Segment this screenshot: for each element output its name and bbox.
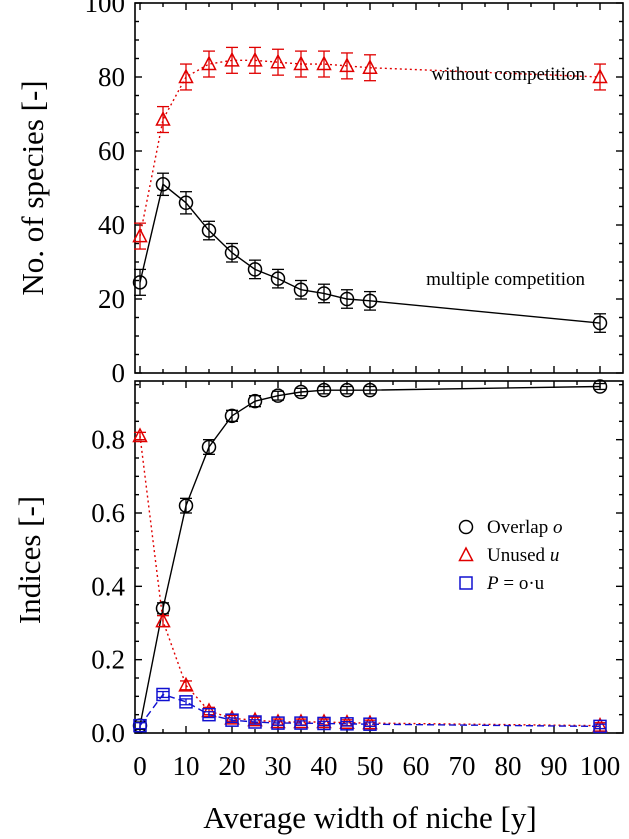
point-without bbox=[247, 51, 263, 67]
x-tick-label: 90 bbox=[541, 751, 568, 781]
legend-marker-overlap bbox=[458, 519, 474, 535]
point-overlap bbox=[247, 393, 263, 409]
point-multiple bbox=[178, 195, 194, 211]
legend-label-product: P = o·u bbox=[486, 573, 545, 594]
y-tick-label: 20 bbox=[98, 284, 125, 314]
x-tick-label: 30 bbox=[265, 751, 292, 781]
legend-item-unused: Unused u bbox=[458, 545, 559, 566]
point-without bbox=[339, 57, 355, 73]
point-product bbox=[340, 717, 354, 731]
point-product bbox=[363, 717, 377, 731]
series-line-without bbox=[139, 59, 601, 237]
legend-item-product: P = o·u bbox=[459, 573, 545, 594]
point-without bbox=[155, 110, 171, 126]
annotation-without-competition: without competition bbox=[431, 64, 585, 85]
point-without bbox=[132, 227, 148, 243]
top-y-axis-label: No. of species [-] bbox=[15, 80, 50, 295]
x-tick-label: 20 bbox=[219, 751, 246, 781]
x-tick-label: 60 bbox=[403, 751, 430, 781]
point-unused bbox=[155, 612, 171, 628]
point-overlap bbox=[592, 379, 608, 394]
legend: Overlap o Unused u P = o·u bbox=[458, 517, 562, 594]
point-product bbox=[156, 687, 170, 702]
x-tick-label: 40 bbox=[311, 751, 338, 781]
point-product bbox=[133, 718, 147, 733]
point-overlap bbox=[178, 498, 194, 513]
point-multiple bbox=[592, 315, 608, 331]
point-without bbox=[362, 59, 378, 74]
y-tick-label: 0.8 bbox=[91, 425, 125, 455]
point-product bbox=[271, 716, 285, 730]
point-unused bbox=[178, 676, 194, 692]
point-overlap bbox=[270, 388, 286, 403]
y-tick-label: 80 bbox=[98, 62, 125, 92]
top-panel: 0 20 40 60 80 100 without competition multipl… bbox=[15, 0, 624, 388]
point-multiple bbox=[316, 286, 332, 301]
point-multiple bbox=[270, 271, 286, 286]
point-product bbox=[248, 715, 262, 729]
point-without bbox=[201, 55, 217, 71]
x-tick-label: 100 bbox=[580, 751, 621, 781]
series-without bbox=[132, 46, 608, 250]
y-tick-label: 0.4 bbox=[91, 571, 125, 601]
point-without bbox=[178, 68, 194, 84]
point-without bbox=[316, 55, 332, 71]
point-multiple bbox=[132, 275, 148, 290]
point-multiple bbox=[224, 245, 240, 260]
point-overlap bbox=[224, 408, 240, 424]
point-multiple bbox=[362, 293, 378, 309]
legend-marker-unused bbox=[458, 546, 474, 562]
y-tick-label: 0 bbox=[112, 358, 126, 388]
point-unused bbox=[592, 717, 608, 732]
point-overlap bbox=[362, 382, 378, 398]
point-multiple bbox=[339, 291, 355, 307]
x-axis-label: Average width of niche [y] bbox=[203, 800, 536, 835]
point-overlap bbox=[293, 384, 309, 400]
x-tick-label: 70 bbox=[449, 751, 476, 781]
point-multiple bbox=[155, 177, 171, 192]
point-unused bbox=[132, 427, 148, 443]
point-multiple bbox=[293, 282, 309, 297]
point-overlap bbox=[316, 382, 332, 398]
point-product bbox=[202, 707, 216, 722]
point-product bbox=[225, 713, 239, 727]
point-without bbox=[592, 68, 608, 84]
point-without bbox=[270, 53, 286, 69]
legend-marker-product bbox=[459, 576, 473, 590]
legend-label-overlap: Overlap o bbox=[487, 517, 562, 538]
series-multiple bbox=[132, 172, 608, 333]
annotation-multiple-competition: multiple competition bbox=[426, 269, 585, 290]
point-product bbox=[593, 719, 607, 734]
series-line-overlap bbox=[139, 385, 601, 726]
x-tick-label: 80 bbox=[495, 751, 522, 781]
x-tick-label: 10 bbox=[173, 751, 200, 781]
legend-label-unused: Unused u bbox=[487, 545, 559, 566]
y-tick-label: 100 bbox=[85, 0, 126, 18]
bottom-plot-frame bbox=[134, 380, 624, 734]
y-tick-label: 0.6 bbox=[91, 498, 125, 528]
bottom-y-axis-label: Indices [-] bbox=[12, 496, 47, 624]
legend-item-overlap: Overlap o bbox=[458, 517, 562, 538]
series-line-product bbox=[139, 693, 601, 728]
y-tick-label: 0.2 bbox=[91, 645, 125, 675]
y-tick-label: 40 bbox=[98, 210, 125, 240]
point-overlap bbox=[339, 382, 355, 398]
x-tick-label: 50 bbox=[357, 751, 384, 781]
point-overlap bbox=[201, 439, 217, 455]
point-product bbox=[317, 716, 331, 731]
series-line-multiple bbox=[139, 183, 601, 324]
point-product bbox=[179, 695, 193, 709]
x-tick-label: 0 bbox=[133, 751, 147, 781]
bottom-panel: 0.0 0.2 0.4 0.6 0.8 Overlap o Unused u P = o·u… bbox=[12, 379, 624, 748]
series-product bbox=[133, 687, 607, 734]
point-multiple bbox=[201, 223, 217, 238]
y-tick-label: 0.0 bbox=[91, 718, 125, 748]
point-multiple bbox=[247, 262, 263, 277]
point-product bbox=[294, 716, 308, 730]
point-without bbox=[224, 51, 240, 67]
y-tick-label: 60 bbox=[98, 136, 125, 166]
point-without bbox=[293, 55, 309, 71]
